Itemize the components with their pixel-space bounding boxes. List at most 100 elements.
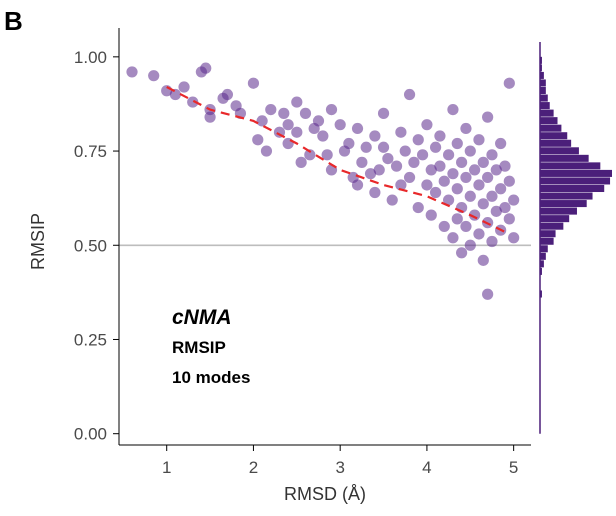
data-point (200, 62, 212, 74)
x-tick-label: 3 (335, 458, 344, 477)
data-point (425, 209, 437, 221)
histogram-bar (540, 252, 546, 260)
data-point (360, 141, 372, 153)
histogram-bar (540, 267, 542, 275)
data-point (447, 104, 459, 116)
data-point (460, 220, 472, 233)
plot-area (119, 62, 531, 300)
data-point (282, 137, 294, 150)
data-point (477, 198, 489, 210)
histogram-bar (540, 260, 544, 268)
data-point (456, 156, 468, 168)
x-axis-ticks: 1 2 3 4 5 (162, 445, 518, 477)
annotation-modes: 10 modes (172, 368, 250, 387)
panel-label: B (4, 6, 23, 36)
data-point (169, 88, 181, 101)
histogram-bar (540, 56, 542, 64)
data-point (390, 160, 403, 172)
data-point (460, 122, 472, 135)
data-point (377, 141, 390, 153)
x-tick-label: 5 (509, 458, 518, 477)
data-point (499, 201, 511, 214)
data-point (490, 164, 502, 176)
data-point (503, 175, 515, 187)
data-point (438, 220, 450, 233)
data-point (421, 119, 433, 131)
data-point (482, 171, 494, 184)
annotation-metric: RMSIP (172, 338, 226, 357)
data-point (477, 156, 489, 168)
histogram-bar (540, 117, 558, 125)
data-point (221, 88, 234, 101)
data-point (443, 194, 455, 206)
y-tick-label: 0.50 (74, 236, 107, 255)
data-point (421, 179, 433, 191)
data-point (473, 179, 485, 191)
data-point (456, 247, 468, 259)
data-point (351, 179, 364, 191)
x-tick-label: 2 (249, 458, 258, 477)
x-tick-label: 1 (162, 458, 171, 477)
data-point (473, 228, 485, 240)
histogram-bar (540, 245, 548, 253)
data-point (434, 160, 446, 172)
data-point (399, 145, 411, 157)
data-point (382, 152, 394, 165)
histogram-bar (540, 147, 579, 155)
data-point (364, 168, 377, 180)
data-point (373, 164, 385, 176)
data-point (464, 145, 476, 157)
data-point (451, 137, 463, 150)
data-point (482, 111, 494, 123)
histogram-bar (540, 102, 550, 110)
histogram-bars (540, 56, 612, 298)
data-point (317, 130, 329, 142)
data-point (252, 134, 264, 146)
data-point (486, 190, 498, 202)
histogram-bar (540, 132, 568, 140)
data-point (503, 77, 515, 89)
data-point (447, 168, 459, 180)
y-axis-ticks: 0.00 0.25 0.50 0.75 1.00 (74, 48, 119, 444)
data-point (304, 149, 316, 161)
data-point (282, 119, 294, 131)
data-point (356, 156, 368, 168)
data-point (369, 186, 381, 199)
data-point (412, 134, 424, 146)
histogram-bar (540, 200, 587, 208)
data-point (334, 119, 346, 131)
data-point (148, 70, 160, 82)
histogram-bar (540, 154, 589, 162)
data-point (412, 201, 424, 214)
y-tick-label: 0.25 (74, 330, 107, 349)
data-point (486, 149, 498, 161)
y-axis-title: RMSIP (28, 213, 48, 270)
marginal-histogram (539, 42, 612, 434)
data-point (451, 213, 463, 225)
data-point (126, 66, 138, 78)
histogram-bar (540, 230, 556, 238)
data-point (351, 122, 364, 135)
y-tick-label: 0.75 (74, 142, 107, 161)
data-point (486, 235, 498, 248)
histogram-bar (540, 79, 546, 87)
data-point (204, 111, 216, 123)
data-point (429, 186, 442, 199)
axes: 0.00 0.25 0.50 0.75 1.00 1 2 3 4 5 (74, 28, 531, 477)
data-point (265, 104, 277, 116)
y-tick-label: 1.00 (74, 48, 107, 67)
data-point (299, 107, 312, 119)
histogram-bar (540, 192, 593, 200)
data-point (429, 141, 442, 153)
data-point (386, 194, 398, 206)
y-tick-label: 0.00 (74, 425, 107, 444)
histogram-bar (540, 290, 542, 298)
data-point (416, 149, 429, 161)
histogram-bar (540, 64, 542, 72)
data-point (469, 164, 481, 176)
data-point (178, 81, 190, 93)
data-point (395, 179, 407, 191)
data-point (291, 126, 303, 138)
histogram-bar (540, 184, 605, 193)
